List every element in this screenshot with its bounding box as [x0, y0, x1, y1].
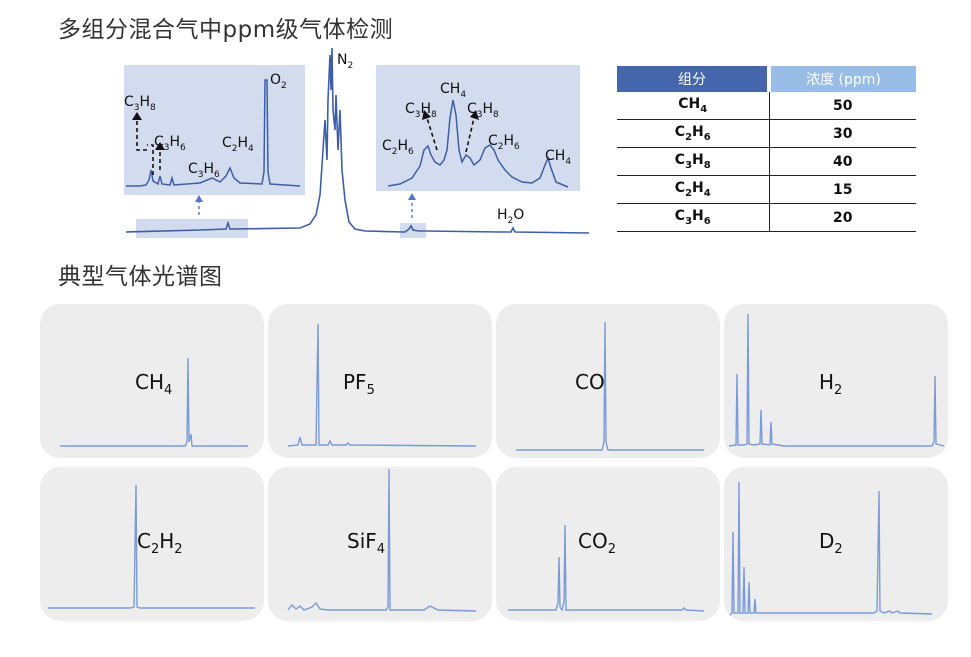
- link-arrowhead: [408, 193, 416, 200]
- table-row: C3H6 20: [617, 203, 916, 232]
- gas-spectrum-card-c2h2: C2H2: [40, 467, 264, 621]
- c2h6-right-label-b: C2H6: [488, 133, 520, 152]
- component-cell: C3H8: [617, 147, 770, 176]
- concentration-cell: 30: [769, 119, 916, 148]
- concentration-cell: 50: [769, 92, 916, 120]
- c2h4-left-label: C2H4: [222, 135, 254, 154]
- component-cell: CH4: [617, 92, 770, 120]
- gas-formula-label: CO2: [578, 529, 616, 557]
- gas-formula-label: H2: [819, 370, 843, 398]
- gas-spectrum-line: [516, 321, 704, 451]
- concentration-cell: 40: [769, 147, 916, 176]
- gas-spectrum-card-co2: CO2: [496, 467, 720, 621]
- gas-formula-label: D2: [819, 529, 843, 557]
- ch4-right-top-label: CH4: [440, 81, 466, 100]
- c3h8-right-label-a: C3H8: [405, 101, 437, 120]
- concentration-table: 组分 浓度 (ppm) CH4 50 C2H6 30 C3H8 40 C2H4 15 C3H6 2…: [617, 66, 916, 232]
- right-inset-spectrum: [387, 99, 569, 188]
- gas-spectrum-card-d2: D2: [724, 467, 948, 621]
- gas-spectrum-plot: [516, 321, 704, 451]
- gas-spectrum-line: [287, 323, 477, 447]
- gas-formula-label: PF5: [343, 370, 375, 398]
- gas-formula-label: C2H2: [137, 529, 183, 557]
- gas-spectrum-plot: [48, 484, 255, 609]
- c3h8-left-label: C3H8: [124, 94, 156, 113]
- table-header-component: 组分: [617, 66, 771, 92]
- table-row: C2H4 15: [617, 175, 916, 204]
- arrowhead: [132, 112, 142, 120]
- table-row: C2H6 30: [617, 119, 916, 148]
- ch4-right-label: CH4: [545, 148, 571, 167]
- main-spectrum-line: [125, 47, 590, 234]
- gas-spectrum-line: [508, 524, 705, 612]
- h2o-label: H2O: [497, 207, 524, 226]
- right-c3h8-arrow-b: [465, 117, 475, 153]
- gas-spectrum-card-sif4: SiF4: [268, 467, 492, 621]
- c3h6-dashed-arrow: [147, 144, 154, 175]
- c3h8-dashed-arrow: [136, 118, 147, 151]
- gas-spectrum-card-ch4: CH4: [40, 304, 264, 458]
- gas-spectrum-plot: [729, 481, 933, 616]
- gas-spectrum-plot: [287, 323, 477, 447]
- gas-spectrum-line: [48, 484, 255, 609]
- arrowhead: [470, 110, 479, 120]
- right-inset-panel: [376, 65, 580, 191]
- gas-spectrum-line: [287, 468, 477, 612]
- table-row: CH4 50: [617, 92, 916, 120]
- gas-spectrum-card-co: CO: [496, 304, 720, 458]
- gas-spectrum-card-h2: H2: [724, 304, 948, 458]
- gas-spectrum-line: [728, 313, 945, 447]
- left-zoom-region: [136, 219, 248, 238]
- component-cell: C2H4: [617, 175, 770, 204]
- concentration-cell: 20: [769, 203, 916, 232]
- left-inset-spectrum: [126, 79, 301, 187]
- main-title: 多组分混合气中ppm级气体检测: [58, 17, 394, 43]
- gas-spectrum-plot: [728, 313, 945, 447]
- gallery-title: 典型气体光谱图: [58, 264, 223, 290]
- gas-spectrum-plot: [287, 468, 477, 612]
- n2-label: N2: [337, 52, 353, 71]
- c2h6-right-label-a: C2H6: [382, 138, 414, 157]
- gas-formula-label: CH4: [135, 370, 173, 398]
- c3h6-left-label-a: C3H6: [154, 134, 186, 153]
- concentration-cell: 15: [769, 175, 916, 204]
- gas-spectrum-line: [60, 357, 248, 447]
- gas-formula-label: CO: [575, 370, 605, 394]
- arrowhead: [155, 142, 165, 150]
- gas-spectrum-plot: [60, 357, 248, 447]
- table-header-concentration: 浓度 (ppm): [769, 66, 916, 92]
- gas-spectrum-line: [729, 481, 933, 616]
- left-inset-panel: [124, 65, 305, 195]
- o2-label: O2: [270, 72, 287, 91]
- component-cell: C2H6: [617, 119, 770, 148]
- right-c3h8-arrow-a: [426, 117, 438, 151]
- gas-spectrum-plot: [508, 524, 705, 612]
- main-spectrum-figure: N2 H2O O2 C3H8 C3H6 C3H6 C2H4 CH4 C3H8 C…: [124, 47, 590, 238]
- c3h8-right-label-b: C3H8: [467, 101, 499, 120]
- component-cell: C3H6: [617, 203, 770, 232]
- c3h6-left-label-b: C3H6: [188, 161, 220, 180]
- link-arrowhead: [195, 195, 203, 202]
- gas-formula-label: SiF4: [347, 529, 386, 557]
- gas-spectrum-card-pf5: PF5: [268, 304, 492, 458]
- table-row: C3H8 40: [617, 147, 916, 176]
- arrowhead: [422, 110, 431, 120]
